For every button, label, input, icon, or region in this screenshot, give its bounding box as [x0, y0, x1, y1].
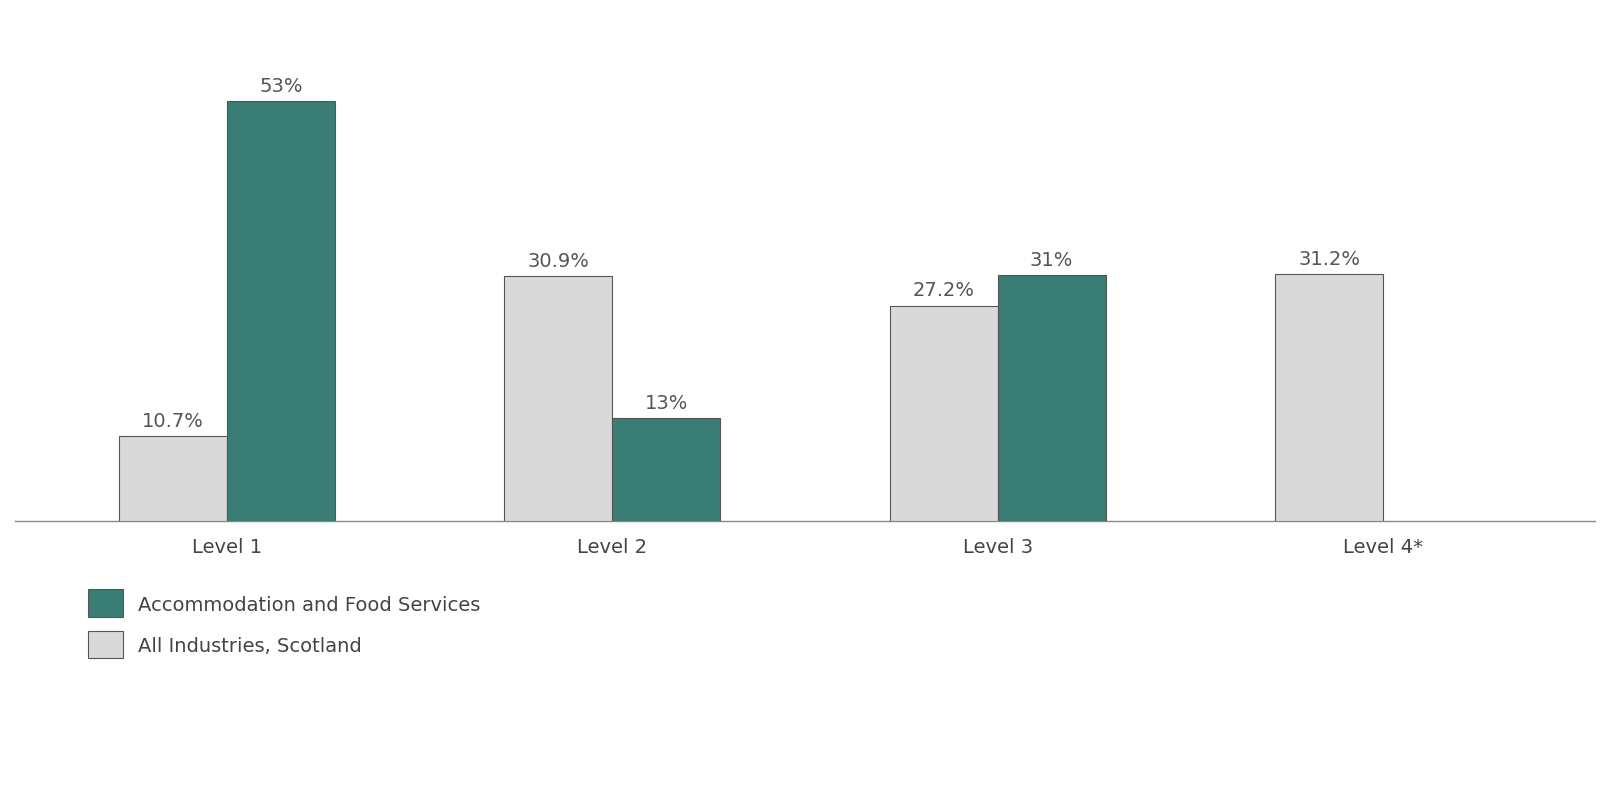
Bar [227, 102, 335, 521]
Text: 31.2%: 31.2% [1298, 249, 1360, 268]
Text: 27.2%: 27.2% [913, 281, 974, 300]
Bar [119, 436, 227, 521]
Text: 31%: 31% [1030, 251, 1074, 270]
Bar [890, 307, 998, 521]
Bar [612, 418, 720, 521]
Bar [1275, 275, 1383, 521]
Text: 13%: 13% [644, 393, 687, 412]
Text: 10.7%: 10.7% [142, 411, 204, 430]
Text: 53%: 53% [259, 77, 303, 96]
Bar [504, 277, 612, 521]
Legend: Accommodation and Food Services, All Industries, Scotland: Accommodation and Food Services, All Ind… [89, 590, 481, 659]
Bar [998, 276, 1106, 521]
Text: 30.9%: 30.9% [528, 251, 589, 271]
